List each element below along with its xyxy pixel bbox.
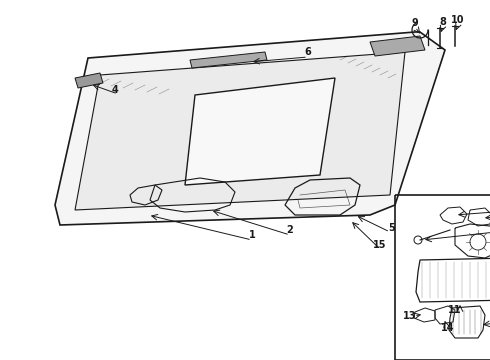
Text: 6: 6 [305,47,311,57]
Text: 5: 5 [389,223,395,233]
Polygon shape [185,78,335,185]
Text: 4: 4 [112,85,119,95]
Text: 8: 8 [440,17,446,27]
Text: 11: 11 [448,305,462,315]
Polygon shape [370,36,425,56]
Text: 1: 1 [248,230,255,240]
Text: 9: 9 [412,18,418,28]
Text: 15: 15 [373,240,387,250]
Bar [395,195,490,360]
Text: 13: 13 [403,311,417,321]
Text: 14: 14 [441,323,455,333]
Text: 10: 10 [451,15,465,25]
Text: 2: 2 [287,225,294,235]
Polygon shape [75,52,405,210]
Polygon shape [75,73,103,88]
Polygon shape [190,52,267,68]
Polygon shape [55,32,445,225]
